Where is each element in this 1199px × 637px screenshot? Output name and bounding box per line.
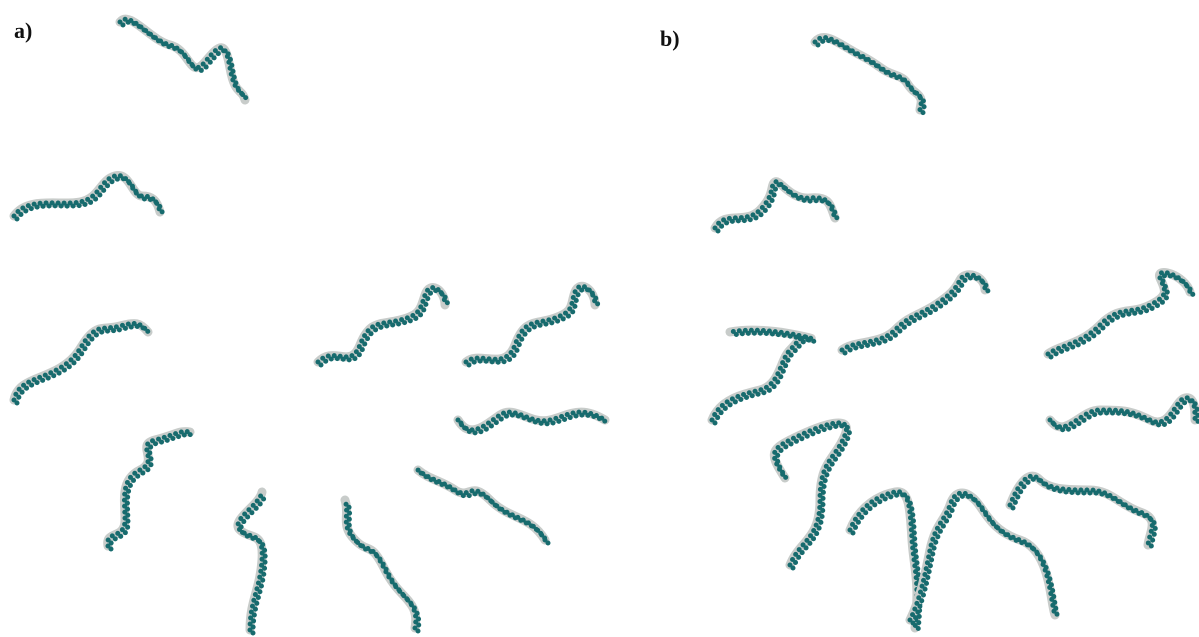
figure: a) b) (0, 0, 1199, 637)
chain-beads (718, 185, 838, 231)
chain-beads (715, 333, 814, 423)
chain-beads (818, 41, 924, 113)
chain-beads (108, 432, 190, 546)
chain-beads (469, 289, 598, 365)
chains (14, 19, 1198, 633)
panel-label: b) (660, 26, 680, 51)
chain-shadow (345, 500, 416, 628)
chain-beads (1048, 273, 1190, 354)
chain-beads (466, 286, 595, 362)
chain-beads (815, 38, 921, 110)
chain-shadow (14, 324, 148, 400)
chain-beads (1051, 276, 1193, 357)
chain-shadow (120, 19, 245, 100)
chain-beads (14, 324, 148, 400)
chain-shadow (1010, 476, 1152, 545)
chain-beads (421, 473, 548, 543)
chain-shadow (815, 38, 921, 110)
panel-label: a) (14, 18, 32, 43)
